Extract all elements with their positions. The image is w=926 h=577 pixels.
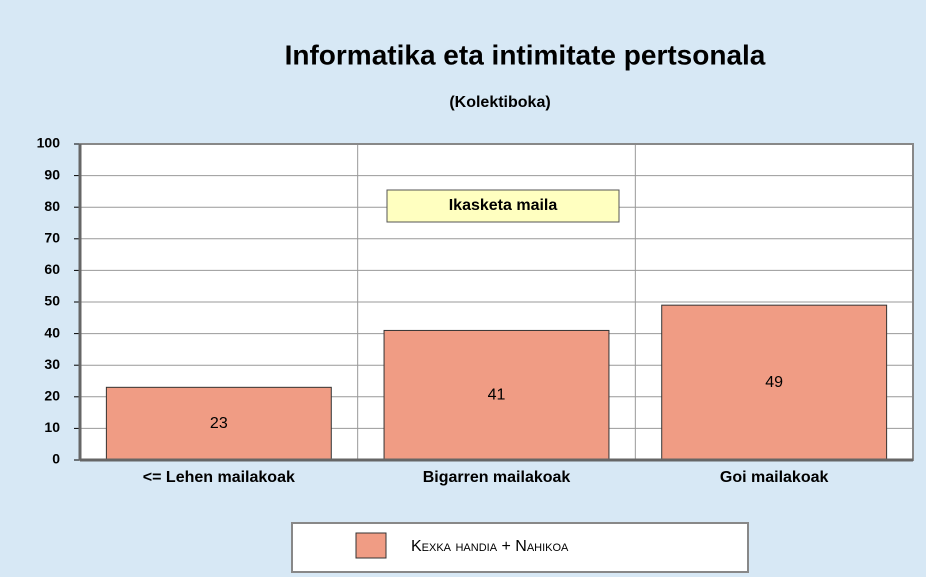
- y-tick-label: 100: [37, 135, 61, 151]
- bar: [661, 304, 888, 461]
- y-tick-label: 70: [44, 230, 60, 246]
- chart-title: Informatika eta intimitate pertsonala: [285, 39, 766, 70]
- value-label: 41: [488, 386, 506, 403]
- y-tick-label: 60: [44, 261, 60, 277]
- value-label: 49: [765, 374, 783, 391]
- y-tick-label: 0: [52, 451, 60, 467]
- legend-swatch: [355, 532, 387, 559]
- y-tick-label: 80: [44, 198, 60, 214]
- x-tick-label: Bigarren mailakoak: [423, 469, 571, 486]
- annotation-box: [386, 189, 620, 223]
- annotation: Ikasketa maila: [449, 197, 558, 214]
- x-tick-label: Goi mailakoak: [720, 469, 829, 486]
- value-label: 23: [210, 415, 228, 432]
- y-tick-label: 30: [44, 356, 60, 372]
- bar: [105, 386, 332, 461]
- chart-subtitle: (Kolektiboka): [449, 94, 550, 111]
- y-tick-label: 20: [44, 388, 60, 404]
- y-tick-label: 50: [44, 293, 60, 309]
- bar: [383, 329, 610, 461]
- y-tick-label: 10: [44, 419, 60, 435]
- legend-label: Kexka handia + Nahikoa: [411, 538, 569, 555]
- x-tick-label: <= Lehen mailakoak: [143, 469, 295, 486]
- y-tick-label: 90: [44, 166, 60, 182]
- y-tick-label: 40: [44, 324, 60, 340]
